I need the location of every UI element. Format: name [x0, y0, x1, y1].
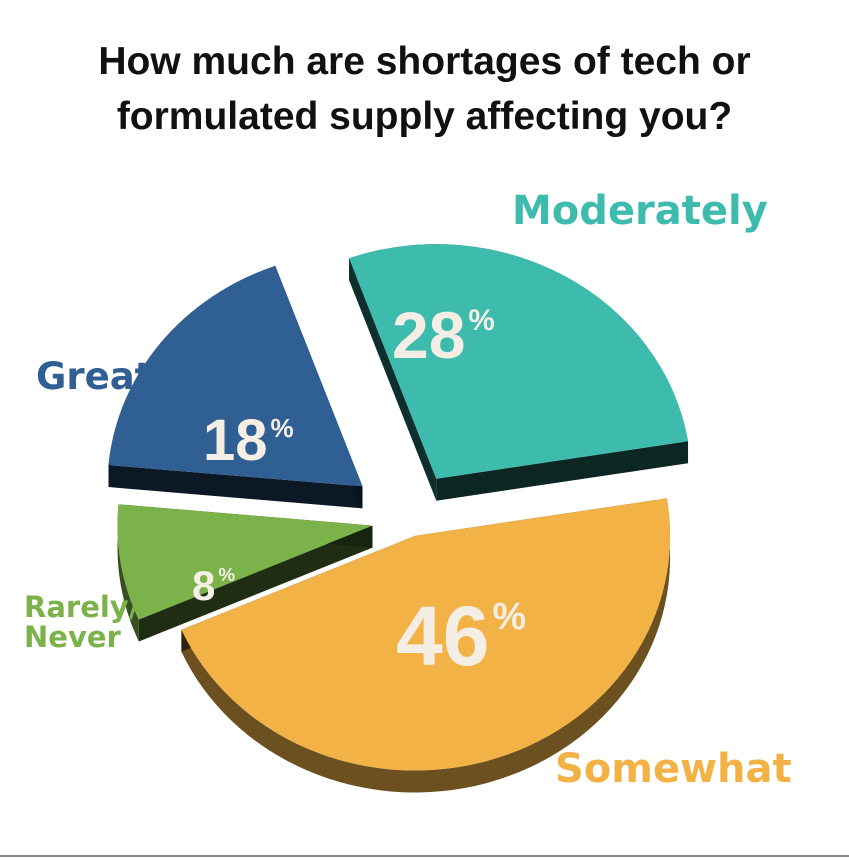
slice-wall: [436, 441, 689, 501]
pie-slice-rarely-never: [117, 504, 373, 642]
legend-label-greatly: Greatly: [36, 355, 190, 398]
slice-top: [108, 265, 363, 487]
data-label-somewhat: 46%: [396, 589, 527, 683]
slice-side: [117, 504, 139, 642]
data-label-rarely-never: 8%: [192, 562, 236, 609]
legend-label-moderately: Moderately: [512, 188, 768, 234]
slice-top: [117, 504, 373, 620]
slice-wall: [138, 525, 373, 642]
pie-slice-greatly: [108, 265, 363, 509]
data-label-moderately: 28%: [392, 298, 495, 372]
legend-label-somewhat: Somewhat: [555, 746, 792, 792]
chart-title-line-2: formulated supply affecting you?: [116, 95, 733, 138]
chart-title-line-1: How much are shortages of tech or: [98, 40, 751, 83]
chart-title: How much are shortages of tech or formul…: [0, 34, 849, 144]
slice-wall: [349, 258, 437, 501]
legend-label-rarely-never: Rarely/ Never: [24, 590, 140, 655]
pie-slice-moderately: [349, 244, 689, 501]
slice-top: [181, 498, 671, 771]
bottom-divider: [0, 855, 849, 857]
slice-wall: [108, 465, 363, 509]
slice-top: [349, 244, 689, 479]
pie-slice-somewhat: [181, 498, 671, 793]
data-label-greatly: 18%: [203, 408, 294, 473]
